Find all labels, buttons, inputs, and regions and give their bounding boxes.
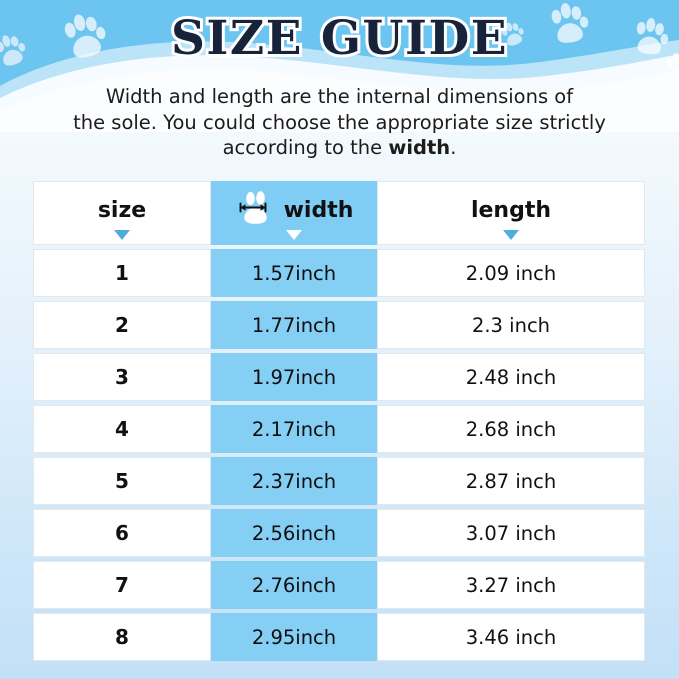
cell-width: 2.56inch (211, 509, 377, 557)
table-row[interactable]: 5 2.37inch 2.87 inch (33, 457, 645, 505)
column-header-length[interactable]: length (377, 181, 645, 245)
cell-length: 3.27 inch (377, 561, 645, 609)
cell-size: 8 (33, 613, 211, 661)
subtitle-line-3-pre: according to the (222, 136, 389, 159)
table-row[interactable]: 8 2.95inch 3.46 inch (33, 613, 645, 661)
cell-length: 2.87 inch (377, 457, 645, 505)
cell-length: 2.48 inch (377, 353, 645, 401)
cell-length: 2.09 inch (377, 249, 645, 297)
cell-width: 1.57inch (211, 249, 377, 297)
column-header-size[interactable]: size (33, 181, 211, 245)
column-header-length-label: length (470, 197, 552, 223)
caret-down-icon (286, 230, 302, 240)
cell-size: 6 (33, 509, 211, 557)
cell-width: 1.77inch (211, 301, 377, 349)
cell-width: 1.97inch (211, 353, 377, 401)
table-row[interactable]: 1 1.57inch 2.09 inch (33, 249, 645, 297)
caret-down-icon (114, 230, 130, 240)
column-header-size-label: size (97, 197, 147, 223)
cell-length: 2.3 inch (377, 301, 645, 349)
cell-length: 3.46 inch (377, 613, 645, 661)
cell-size: 3 (33, 353, 211, 401)
table-row[interactable]: 6 2.56inch 3.07 inch (33, 509, 645, 557)
subtitle-line-2: the sole. You could choose the appropria… (73, 110, 606, 134)
subtitle-emphasis: width (388, 136, 451, 159)
column-header-width-label: width (283, 197, 354, 223)
cell-size: 2 (33, 301, 211, 349)
cell-length: 3.07 inch (377, 509, 645, 557)
subtitle-line-1: Width and length are the internal dimens… (105, 85, 574, 108)
table-row[interactable]: 4 2.17inch 2.68 inch (33, 405, 645, 453)
table-header-row: size (33, 181, 645, 245)
table-row[interactable]: 3 1.97inch 2.48 inch (33, 353, 645, 401)
table-body: 1 1.57inch 2.09 inch 2 1.77inch 2.3 inch 3 1.97… (33, 249, 645, 661)
table-row[interactable]: 7 2.76inch 3.27 inch (33, 561, 645, 609)
cell-width: 2.95inch (211, 613, 377, 661)
cell-width: 2.37inch (211, 457, 377, 505)
table-row[interactable]: 2 1.77inch 2.3 inch (33, 301, 645, 349)
cell-size: 4 (33, 405, 211, 453)
cell-length: 2.68 inch (377, 405, 645, 453)
page-title: SIZE GUIDE (168, 8, 510, 69)
size-guide-table: size (33, 177, 645, 665)
cell-width: 2.76inch (211, 561, 377, 609)
page-subtitle: Width and length are the internal dimens… (67, 84, 612, 161)
cell-size: 1 (33, 249, 211, 297)
cell-width: 2.17inch (211, 405, 377, 453)
subtitle-line-3-post: . (450, 136, 457, 159)
cell-size: 7 (33, 561, 211, 609)
cell-size: 5 (33, 457, 211, 505)
paw-width-measure-icon (235, 190, 275, 230)
column-header-width[interactable]: width (211, 181, 377, 245)
caret-down-icon (503, 230, 519, 240)
